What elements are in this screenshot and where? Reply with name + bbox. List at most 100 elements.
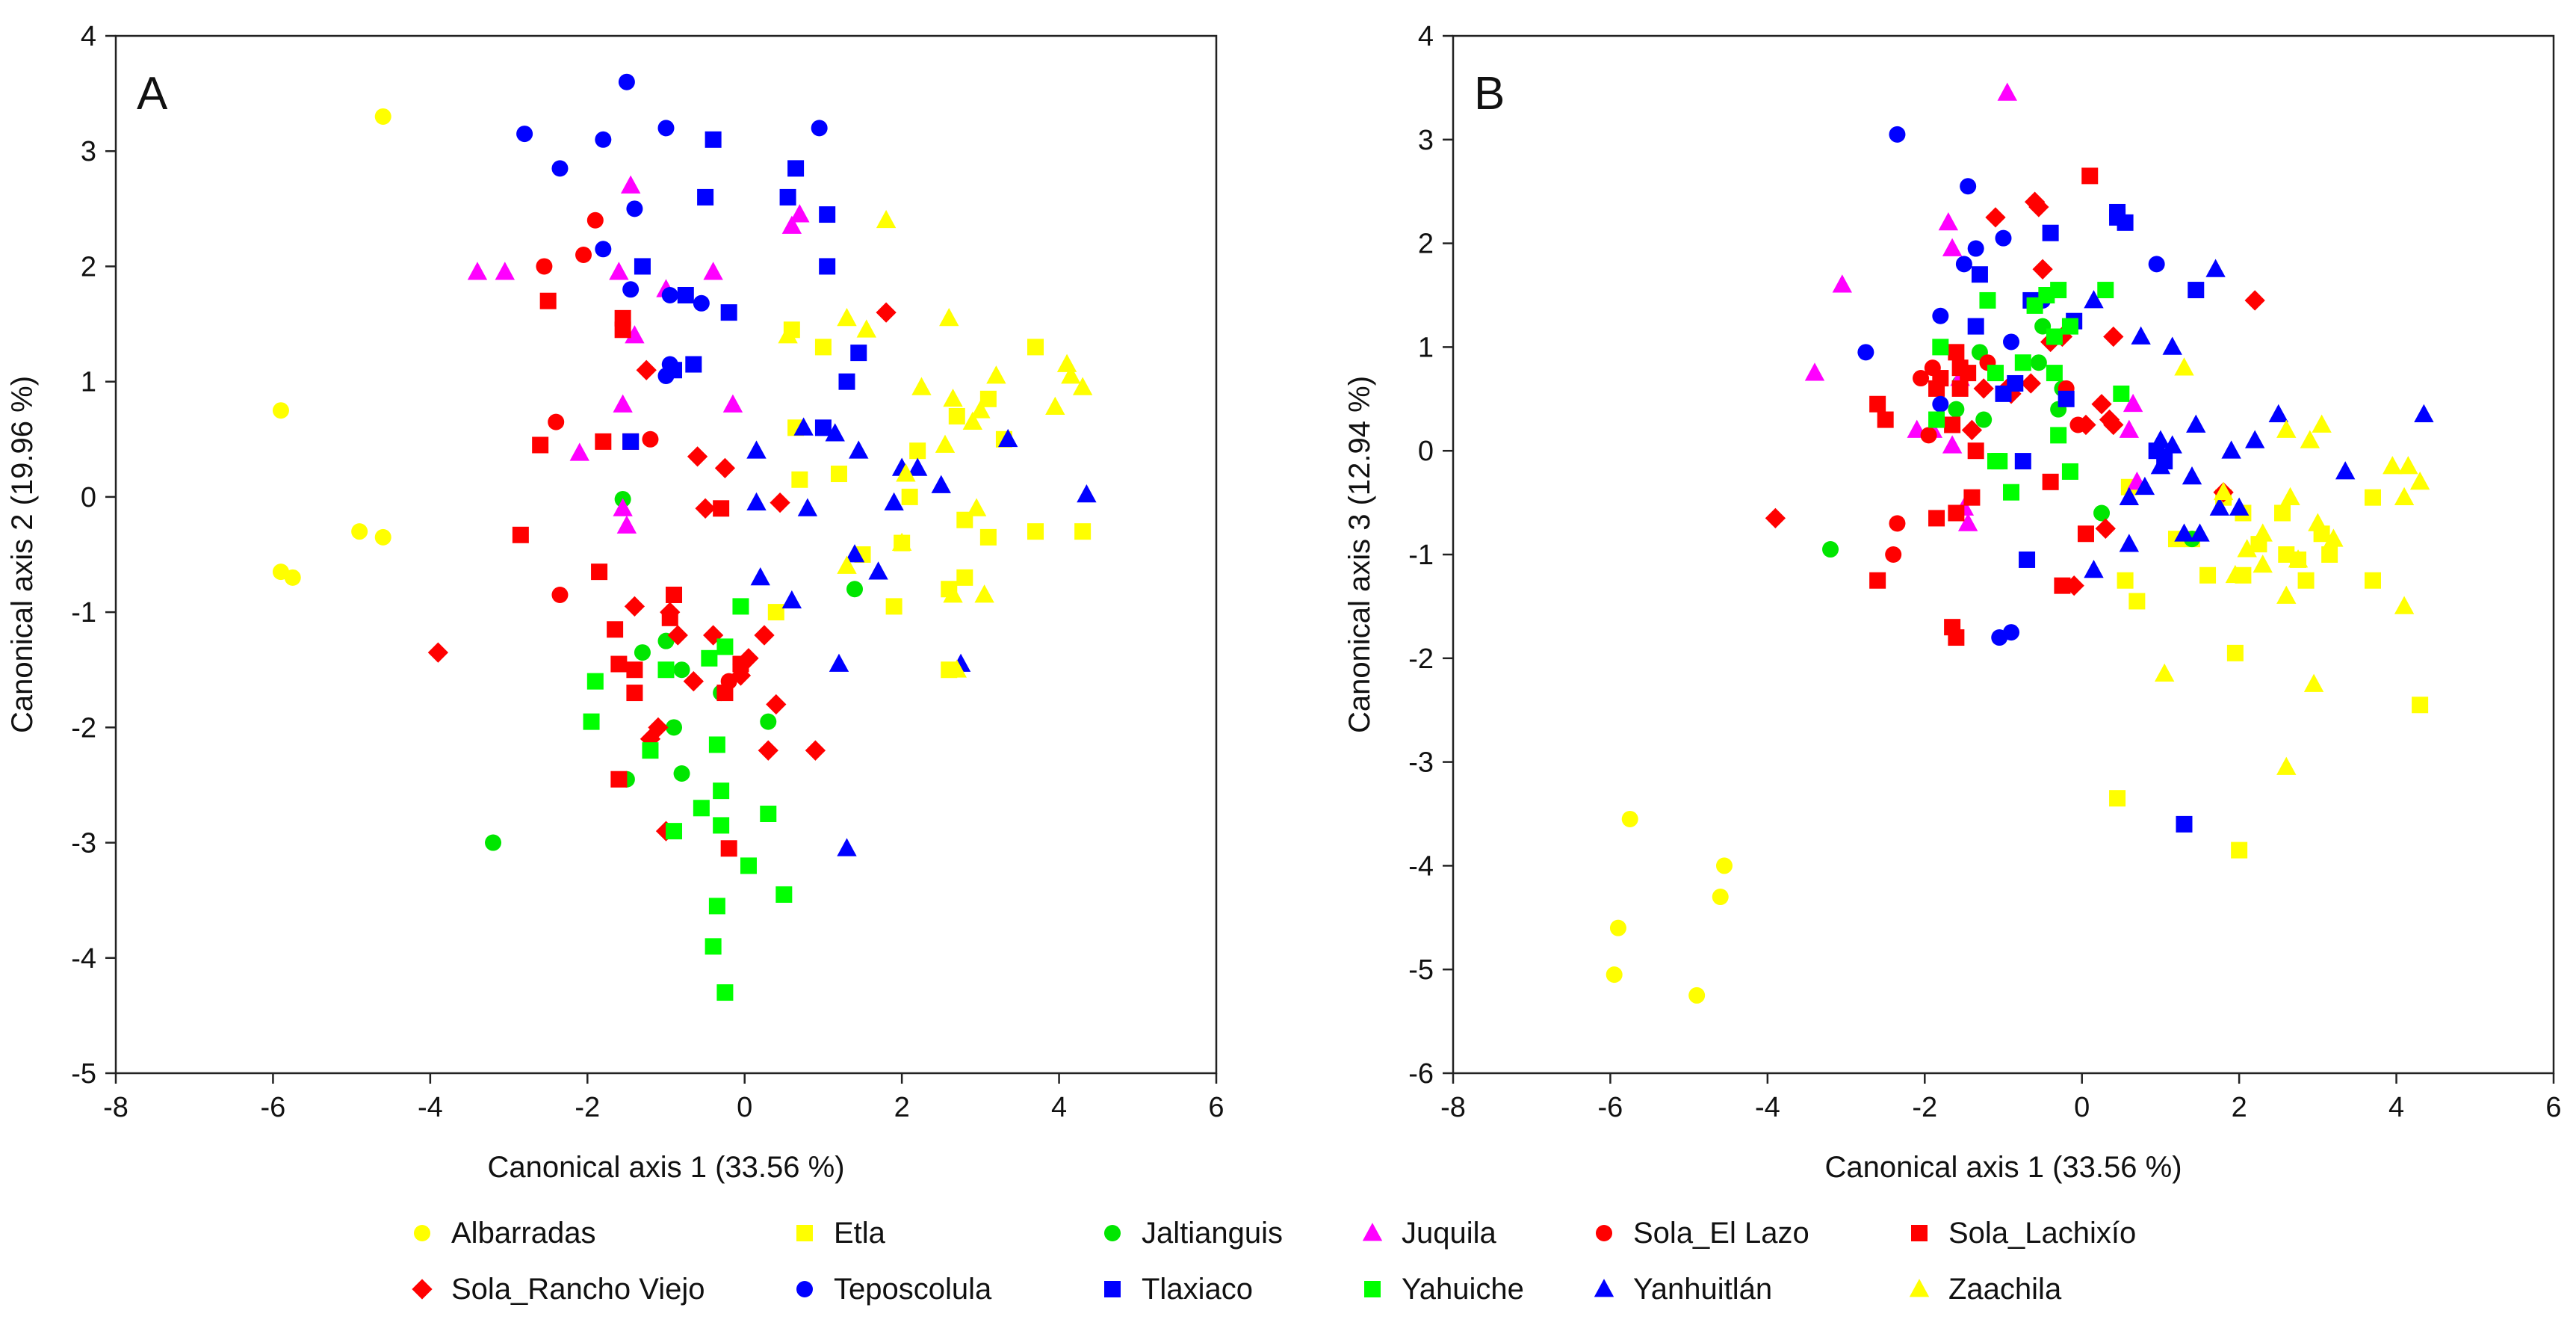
data-point	[948, 407, 965, 424]
data-point	[1942, 435, 1963, 454]
data-point	[1963, 489, 1981, 506]
series-albarradas	[272, 108, 391, 586]
data-point	[2123, 393, 2143, 413]
data-point	[1889, 126, 1906, 143]
data-point	[986, 365, 1006, 384]
y-tick-label: -5	[71, 1058, 96, 1090]
data-point	[2226, 644, 2244, 661]
data-point	[830, 466, 847, 483]
data-point	[532, 436, 549, 454]
y-tick-label: 3	[1418, 125, 1434, 156]
data-point	[1932, 339, 1949, 356]
data-point	[622, 433, 640, 450]
series-sola-el-lazo	[536, 212, 749, 690]
data-point	[374, 108, 391, 125]
data-point	[427, 642, 449, 663]
data-point	[2365, 572, 2382, 589]
legend-marker	[1909, 1279, 1930, 1297]
data-point	[2054, 577, 2071, 594]
data-point	[1074, 523, 1092, 540]
data-point	[693, 800, 710, 817]
data-point	[1975, 411, 1993, 428]
y-tick-label: 1	[81, 367, 96, 398]
data-point	[2113, 385, 2130, 402]
data-point	[613, 394, 633, 413]
x-tick-label: 4	[2388, 1092, 2404, 1123]
data-point	[1961, 419, 1983, 441]
series-albarradas	[1606, 810, 1733, 1004]
data-point	[2058, 390, 2075, 407]
data-point	[962, 411, 983, 430]
data-point	[2182, 466, 2202, 485]
data-point	[2095, 518, 2116, 539]
legend-label: Albarradas	[451, 1216, 596, 1250]
data-point	[837, 307, 857, 327]
data-point	[1948, 401, 1965, 418]
y-tick-label: 2	[1418, 229, 1434, 260]
data-point	[1885, 546, 1902, 563]
data-point	[1987, 365, 2004, 382]
x-tick-label: 6	[1208, 1092, 1224, 1123]
data-point	[1960, 365, 1977, 382]
legend-label: Juquila	[1402, 1216, 1496, 1250]
data-point	[856, 319, 876, 338]
x-tick-label: -2	[575, 1092, 600, 1123]
data-point	[2046, 365, 2063, 382]
y-tick-label: 2	[81, 251, 96, 282]
data-point	[1932, 307, 1949, 324]
data-point	[701, 649, 718, 667]
data-point	[1857, 344, 1874, 361]
legend-label: Yanhuitlán	[1633, 1272, 1773, 1306]
data-point	[997, 428, 1018, 448]
data-point	[2003, 484, 2020, 501]
data-point	[901, 488, 918, 505]
data-point	[1045, 396, 1065, 415]
data-point	[2019, 551, 2036, 568]
series-sola-rancho-viejo	[427, 302, 897, 842]
data-point	[746, 492, 767, 510]
data-point	[2278, 546, 2295, 563]
legend: Albarradas Etla Jaltianguis Juquila Sola_El …	[0, 1209, 2576, 1340]
data-point	[648, 717, 669, 738]
data-point	[2394, 487, 2415, 506]
data-point	[1928, 411, 1945, 428]
legend-marker	[1104, 1225, 1121, 1241]
data-point	[591, 564, 608, 581]
data-point	[2007, 374, 2024, 392]
legend-marker-icon	[1362, 1223, 1383, 1241]
data-point	[2268, 404, 2288, 423]
legend-label: Sola_Lachixío	[1948, 1216, 2137, 1250]
legend-marker-icon	[1104, 1225, 1121, 1241]
data-point	[891, 532, 912, 551]
data-point	[1967, 442, 1984, 460]
data-point	[956, 569, 973, 586]
data-point	[2063, 575, 2084, 596]
data-point	[705, 131, 722, 148]
y-tick-label: 0	[81, 482, 96, 513]
y-tick-label: -2	[1408, 643, 1434, 675]
data-point	[766, 694, 787, 715]
data-point	[760, 713, 777, 730]
y-tick-label: -3	[1408, 747, 1434, 779]
data-point	[2229, 497, 2250, 516]
legend-marker-icon	[1594, 1279, 1614, 1297]
series-yanhuitl-n	[746, 417, 1097, 856]
data-point	[2109, 790, 2126, 807]
data-point	[2032, 259, 2053, 280]
data-point	[693, 294, 710, 312]
data-point	[2148, 256, 2165, 273]
data-point	[1955, 256, 1972, 273]
y-axis-label: Canonical axis 2 (19.96 %)	[6, 376, 39, 733]
legend-marker-icon	[1596, 1225, 1612, 1241]
data-point	[569, 442, 589, 461]
data-point	[539, 292, 557, 309]
data-point	[2412, 697, 2429, 714]
data-point	[1832, 274, 1853, 293]
data-point	[814, 419, 832, 436]
data-point	[2335, 461, 2356, 480]
legend-marker-icon	[1909, 1279, 1930, 1297]
data-point	[695, 498, 716, 519]
data-point	[1712, 889, 1729, 906]
data-point	[2244, 290, 2265, 311]
x-tick-label: 6	[2545, 1092, 2561, 1123]
